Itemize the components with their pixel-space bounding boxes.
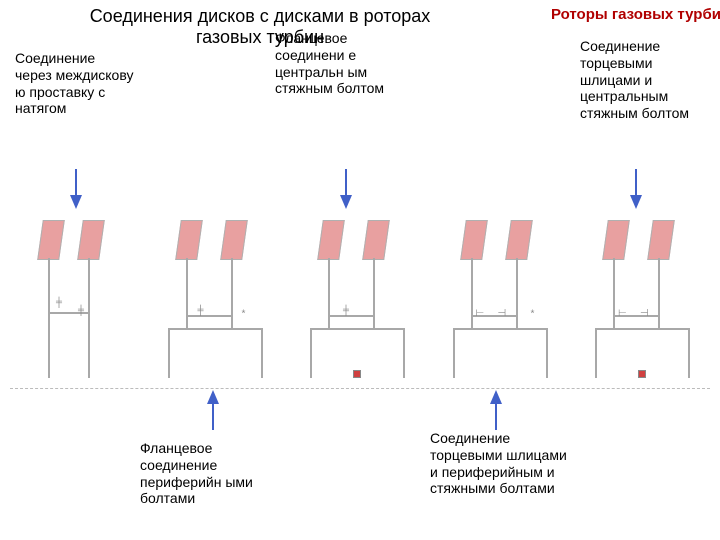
arrow-icon bbox=[340, 195, 352, 209]
arrow-icon bbox=[207, 390, 219, 404]
arrow-icon bbox=[490, 390, 502, 404]
label-1: Соединение через междискову ю проставку … bbox=[15, 50, 135, 117]
arrow-icon bbox=[70, 195, 82, 209]
diagram-row: ╪ ╪ ╪ * ╪ ⊢ ⊣ * bbox=[10, 220, 710, 390]
arrow-icon bbox=[630, 195, 642, 209]
diagram-4: ⊢ ⊣ * bbox=[438, 220, 568, 390]
main-title: Соединения дисков с дисками в роторах га… bbox=[60, 6, 460, 48]
label-4: Фланцевое соединение периферийн ыми болт… bbox=[140, 440, 260, 507]
diagram-3: ╪ bbox=[295, 220, 425, 390]
label-2: Фланцевое соединени е центральн ым стяжн… bbox=[275, 30, 385, 97]
label-3: Соединение торцевыми шлицами и центральн… bbox=[580, 38, 715, 122]
diagram-1: ╪ ╪ bbox=[10, 220, 140, 390]
diagram-2: ╪ * bbox=[153, 220, 283, 390]
header-right: Роторы газовых турбин bbox=[551, 6, 720, 23]
label-5: Соединение торцевыми шлицами и периферий… bbox=[430, 430, 570, 497]
diagram-5: ⊢ ⊣ bbox=[580, 220, 710, 390]
